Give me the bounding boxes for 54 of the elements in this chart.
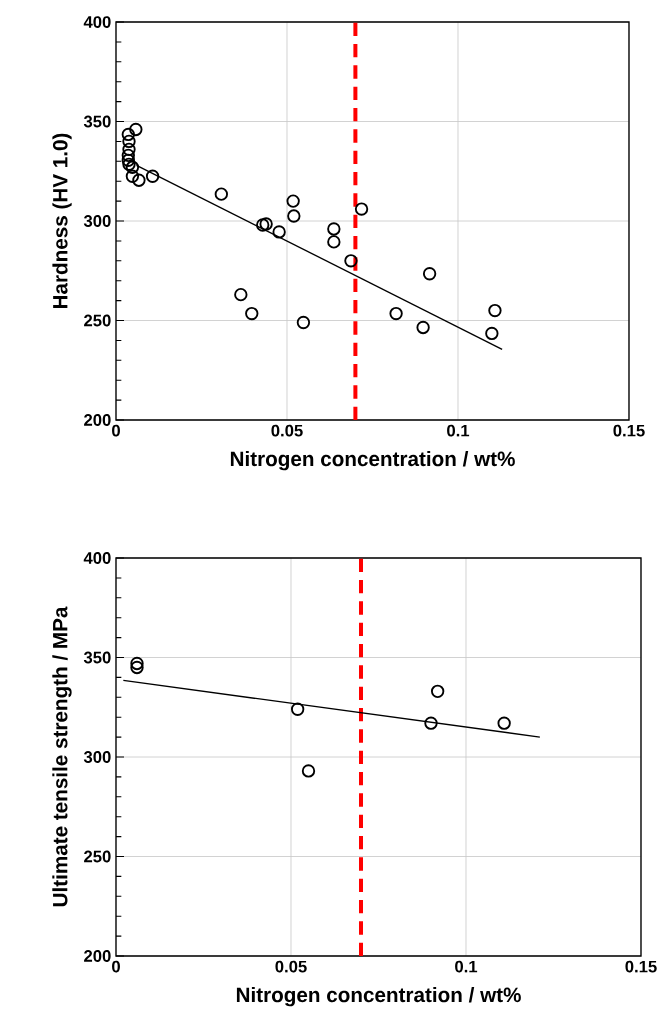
point xyxy=(301,764,316,778)
x-tick-label: 0 xyxy=(112,960,120,973)
point xyxy=(214,187,229,201)
x-tick-label: 0.05 xyxy=(271,424,303,437)
x-tick-label: 0.05 xyxy=(275,960,307,973)
y-axis-title: Ultimate tensile strength / MPa xyxy=(52,606,72,907)
y-tick-label: 200 xyxy=(84,950,111,962)
point xyxy=(125,169,140,183)
y-tick-label: 250 xyxy=(84,850,111,863)
point xyxy=(290,702,305,716)
x-tick-label: 0.15 xyxy=(625,960,657,973)
point xyxy=(422,267,437,281)
point xyxy=(129,122,143,137)
point xyxy=(389,306,403,321)
point xyxy=(130,656,144,671)
point xyxy=(121,127,135,142)
x-axis-title: Nitrogen concentration / wt% xyxy=(230,451,515,471)
point xyxy=(327,235,341,249)
point xyxy=(132,173,146,187)
point xyxy=(327,222,341,236)
point xyxy=(497,716,511,730)
point xyxy=(234,287,248,302)
point xyxy=(485,326,499,341)
y-tick-label: 350 xyxy=(83,651,111,664)
y-tick-label: 200 xyxy=(84,414,111,426)
point xyxy=(344,254,358,268)
point xyxy=(122,134,136,149)
point xyxy=(145,169,160,183)
y-tick-label: 300 xyxy=(83,751,111,763)
y-tick-label: 400 xyxy=(83,552,111,564)
y-tick-label: 400 xyxy=(83,16,111,28)
y-tick-label: 350 xyxy=(83,115,111,128)
x-tick-label: 0.15 xyxy=(613,424,645,437)
point xyxy=(130,660,144,675)
point xyxy=(424,716,438,730)
point xyxy=(488,303,502,318)
x-axis-title: Nitrogen concentration / wt% xyxy=(236,987,521,1007)
point xyxy=(121,153,135,167)
point xyxy=(286,194,300,208)
point xyxy=(354,202,369,216)
point xyxy=(272,225,286,239)
x-tick-label: 0 xyxy=(112,424,120,437)
y-tick-label: 250 xyxy=(84,314,111,327)
point xyxy=(121,148,135,163)
point xyxy=(296,315,311,330)
y-axis-title: Hardness (HV 1.0) xyxy=(52,133,72,309)
point xyxy=(430,684,445,699)
point xyxy=(416,320,430,335)
point xyxy=(287,209,301,223)
y-tick-label: 300 xyxy=(83,215,111,227)
x-tick-label: 0.1 xyxy=(447,424,470,437)
point xyxy=(245,306,259,321)
point xyxy=(122,142,136,157)
x-tick-label: 0.1 xyxy=(455,960,478,973)
